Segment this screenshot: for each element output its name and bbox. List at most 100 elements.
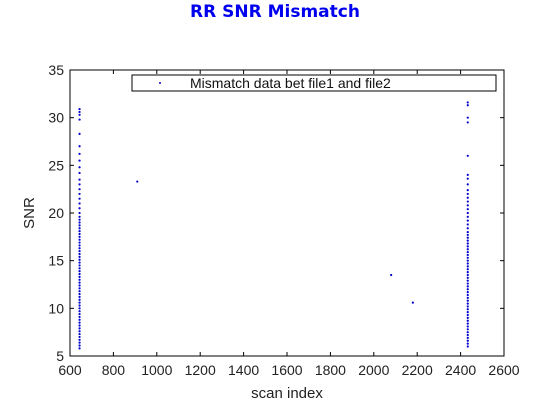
- data-point: [466, 253, 469, 257]
- x-tick-label: 800: [102, 362, 126, 378]
- data-point: [78, 307, 81, 310]
- data-point: [466, 271, 469, 274]
- data-point: [78, 215, 81, 218]
- y-axis-ticks: 5 10 15 20 25 30 35: [48, 62, 504, 364]
- data-point: [466, 325, 469, 328]
- data-point: [466, 219, 469, 222]
- data-point: [78, 321, 81, 324]
- data-point: [466, 268, 469, 271]
- data-point: [466, 339, 469, 342]
- data-point: [466, 230, 469, 234]
- data-point: [466, 192, 469, 196]
- data-point: [78, 107, 81, 111]
- data-point: [78, 344, 81, 347]
- data-point: [466, 242, 469, 245]
- data-point: [466, 223, 469, 226]
- data-point: [78, 183, 81, 186]
- data-point: [78, 218, 81, 221]
- data-point: [78, 292, 81, 296]
- y-axis-label: SNR: [21, 197, 38, 229]
- data-point: [78, 221, 81, 224]
- legend: Mismatch data bet file1 and file2: [131, 74, 497, 92]
- x-tick-label: 2400: [445, 362, 476, 378]
- data-point: [78, 238, 81, 241]
- data-point: [78, 295, 81, 298]
- data-point: [466, 322, 469, 325]
- y-tick-label: 30: [48, 110, 64, 126]
- data-point: [411, 301, 414, 304]
- data-point: [78, 227, 81, 230]
- data-point: [466, 291, 469, 294]
- data-point: [466, 259, 469, 262]
- data-point: [466, 311, 469, 314]
- x-tick-label: 2200: [402, 362, 433, 378]
- data-point: [466, 250, 469, 254]
- data-point: [78, 258, 81, 261]
- x-axis-label: scan index: [251, 385, 323, 402]
- data-point: [466, 104, 469, 107]
- data-point: [466, 265, 469, 268]
- data-point: [466, 227, 469, 230]
- data-points: [78, 101, 469, 350]
- x-tick-label: 1000: [141, 362, 172, 378]
- x-tick-label: 600: [58, 362, 82, 378]
- data-point: [78, 341, 81, 344]
- data-point: [466, 256, 469, 259]
- data-point: [78, 287, 81, 290]
- data-point: [78, 347, 81, 350]
- data-point: [466, 336, 469, 339]
- y-tick-label: 15: [48, 253, 64, 269]
- data-point: [78, 327, 81, 330]
- data-point: [466, 345, 469, 348]
- x-tick-label: 1200: [185, 362, 216, 378]
- data-point: [466, 208, 469, 211]
- x-tick-label: 1600: [271, 362, 302, 378]
- data-point: [466, 262, 469, 265]
- data-point: [466, 279, 469, 282]
- data-point: [78, 278, 81, 281]
- data-point: [466, 313, 469, 317]
- data-point: [78, 252, 81, 256]
- y-tick-label: 5: [56, 348, 64, 364]
- y-tick-label: 20: [48, 205, 64, 221]
- x-tick-label: 1400: [228, 362, 259, 378]
- data-point: [466, 328, 469, 331]
- data-point: [78, 224, 81, 227]
- data-point: [466, 183, 469, 186]
- y-tick-label: 25: [48, 157, 64, 173]
- data-point: [78, 261, 81, 264]
- data-point: [466, 305, 469, 308]
- data-point: [78, 178, 81, 181]
- data-point: [466, 154, 469, 157]
- data-point: [466, 236, 469, 239]
- data-point: [78, 312, 81, 316]
- data-point: [466, 319, 469, 322]
- data-point: [466, 101, 469, 104]
- data-point: [78, 264, 81, 267]
- data-point: [78, 197, 81, 200]
- plot-frame: [69, 69, 505, 357]
- data-point: [466, 189, 469, 192]
- legend-marker: [159, 82, 161, 84]
- data-point: [78, 318, 81, 321]
- y-tick-label: 35: [48, 62, 64, 78]
- data-point: [466, 293, 469, 297]
- data-point: [78, 310, 81, 313]
- data-point: [78, 247, 81, 250]
- data-point: [78, 324, 81, 327]
- chart-title: RR SNR Mismatch: [190, 2, 360, 22]
- data-point: [78, 281, 81, 284]
- data-point: [78, 202, 81, 205]
- data-point: [466, 239, 469, 242]
- plot-area: [69, 69, 505, 357]
- data-point: [78, 304, 81, 307]
- data-point: [466, 173, 469, 176]
- data-point: [466, 333, 469, 337]
- x-tick-label: 1800: [315, 362, 346, 378]
- data-point: [466, 299, 469, 302]
- data-point: [78, 332, 81, 336]
- data-point: [78, 267, 81, 270]
- data-point: [466, 200, 469, 203]
- data-point: [466, 273, 469, 277]
